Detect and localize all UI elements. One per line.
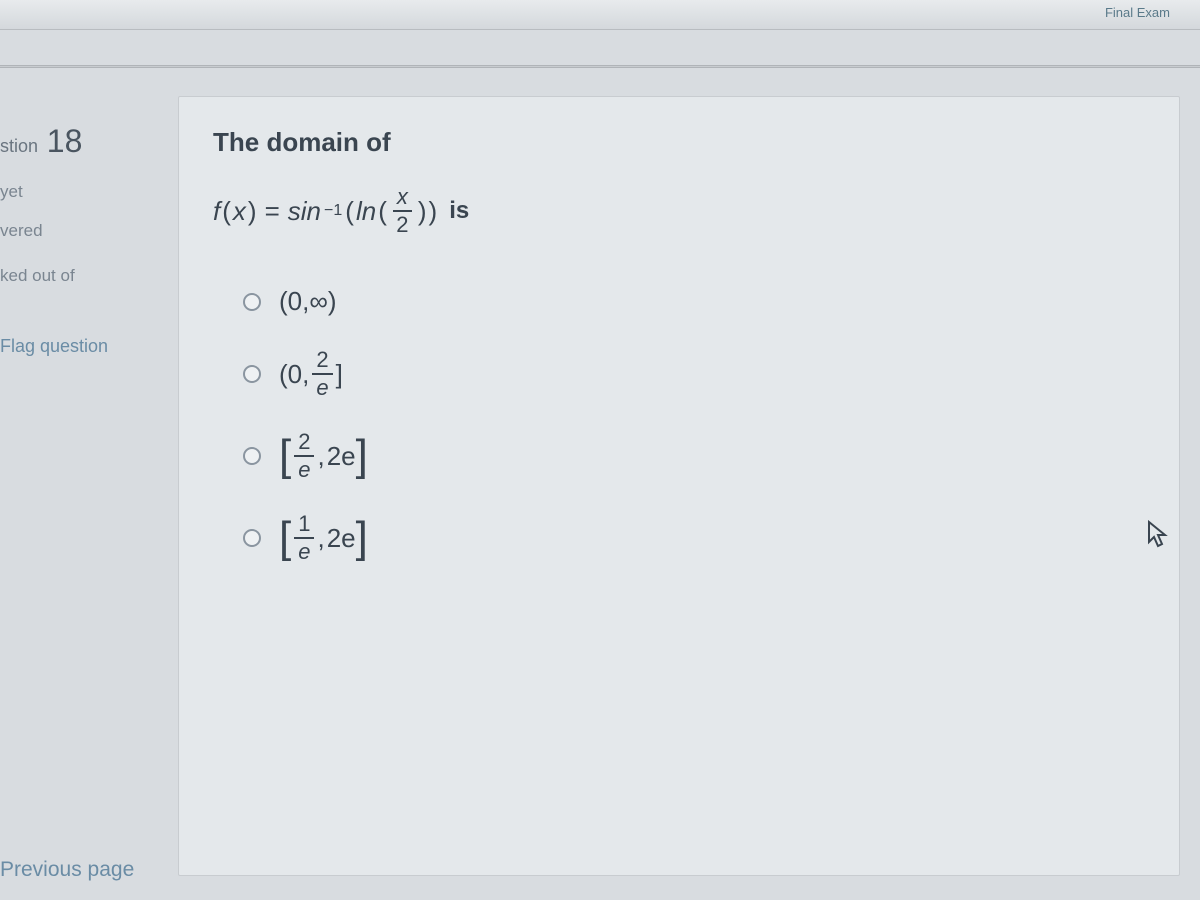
option-a-math: ( 0 , ∞ ) xyxy=(279,286,337,317)
radio-b[interactable] xyxy=(243,365,261,383)
formula-lparen1: ( xyxy=(222,196,231,227)
formula-f: f xyxy=(213,196,220,227)
radio-d[interactable] xyxy=(243,529,261,547)
status-not-yet: yet xyxy=(0,178,166,207)
question-content-card: The domain of f ( x ) = sin −1 ( ln ( x … xyxy=(178,96,1180,876)
horizontal-divider xyxy=(0,65,1200,68)
formula-fraction: x 2 xyxy=(393,186,412,236)
opt-a-comma: , xyxy=(302,286,309,317)
radio-c[interactable] xyxy=(243,447,261,465)
radio-a[interactable] xyxy=(243,293,261,311)
opt-d-frac-num: 1 xyxy=(294,513,314,539)
opt-b-a: 0 xyxy=(288,359,302,390)
cursor-icon xyxy=(1146,520,1170,557)
formula-sin: sin xyxy=(288,196,321,227)
opt-c-comma: , xyxy=(317,441,324,472)
formula-sup: −1 xyxy=(324,202,342,220)
formula-rparen1: ) xyxy=(248,196,257,227)
opt-b-comma: , xyxy=(302,359,309,390)
formula-frac-den: 2 xyxy=(396,212,408,236)
opt-a-left: ( xyxy=(279,286,288,317)
formula-lparen2: ( xyxy=(345,196,354,227)
opt-b-frac-den: e xyxy=(316,375,328,399)
header-partial-text: Final Exam xyxy=(1095,0,1180,25)
status-answered: vered xyxy=(0,217,166,246)
formula-lparen3: ( xyxy=(378,196,387,227)
formula-frac-num: x xyxy=(393,186,412,212)
question-number: 18 xyxy=(47,123,83,159)
opt-a-right: ) xyxy=(328,286,337,317)
option-c-math: [ 2 e , 2e ] xyxy=(279,431,368,481)
formula-expression: f ( x ) = sin −1 ( ln ( x 2 ) ) is xyxy=(213,186,1145,236)
opt-c-right: ] xyxy=(356,438,368,473)
opt-b-left: ( xyxy=(279,359,288,390)
opt-d-comma: , xyxy=(317,523,324,554)
formula-is: is xyxy=(449,197,469,225)
opt-d-frac: 1 e xyxy=(294,513,314,563)
option-d[interactable]: [ 1 e , 2e ] xyxy=(243,513,1145,563)
formula-x: x xyxy=(233,196,246,227)
main-container: stion 18 yet vered ked out of Flag quest… xyxy=(0,96,1200,876)
marked-out-of: ked out of xyxy=(0,262,166,291)
opt-a-a: 0 xyxy=(288,286,302,317)
formula-equals: = xyxy=(265,196,280,227)
window-top-bar: Final Exam xyxy=(0,0,1200,30)
opt-a-infinity: ∞ xyxy=(309,286,328,317)
opt-b-frac: 2 e xyxy=(312,349,332,399)
formula-rparen2: ) xyxy=(429,196,438,227)
opt-b-frac-num: 2 xyxy=(312,349,332,375)
opt-c-frac-den: e xyxy=(298,457,310,481)
option-a[interactable]: ( 0 , ∞ ) xyxy=(243,286,1145,317)
question-prompt: The domain of xyxy=(213,127,1145,158)
option-b-math: ( 0 , 2 e ] xyxy=(279,349,343,399)
opt-c-left: [ xyxy=(279,438,291,473)
flag-question-link[interactable]: Flag question xyxy=(0,331,166,362)
question-sidebar: stion 18 yet vered ked out of Flag quest… xyxy=(0,96,178,876)
option-b[interactable]: ( 0 , 2 e ] xyxy=(243,349,1145,399)
option-c[interactable]: [ 2 e , 2e ] xyxy=(243,431,1145,481)
opt-c-frac-num: 2 xyxy=(294,431,314,457)
formula-ln: ln xyxy=(356,196,376,227)
opt-d-b-val: 2e xyxy=(327,523,356,553)
opt-d-left: [ xyxy=(279,520,291,555)
opt-b-right: ] xyxy=(336,359,343,390)
answer-options: ( 0 , ∞ ) ( 0 , 2 e ] xyxy=(243,286,1145,563)
option-d-math: [ 1 e , 2e ] xyxy=(279,513,368,563)
opt-d-right: ] xyxy=(356,520,368,555)
question-label: stion xyxy=(0,136,38,156)
question-header: stion 18 xyxy=(0,114,166,168)
opt-c-frac: 2 e xyxy=(294,431,314,481)
opt-c-b: 2e xyxy=(327,441,356,472)
formula-rparen3: ) xyxy=(418,196,427,227)
opt-d-frac-den: e xyxy=(298,539,310,563)
opt-d-b: 2e xyxy=(327,523,356,554)
previous-page-link[interactable]: Previous page xyxy=(0,858,134,882)
opt-c-b-val: 2e xyxy=(327,441,356,471)
